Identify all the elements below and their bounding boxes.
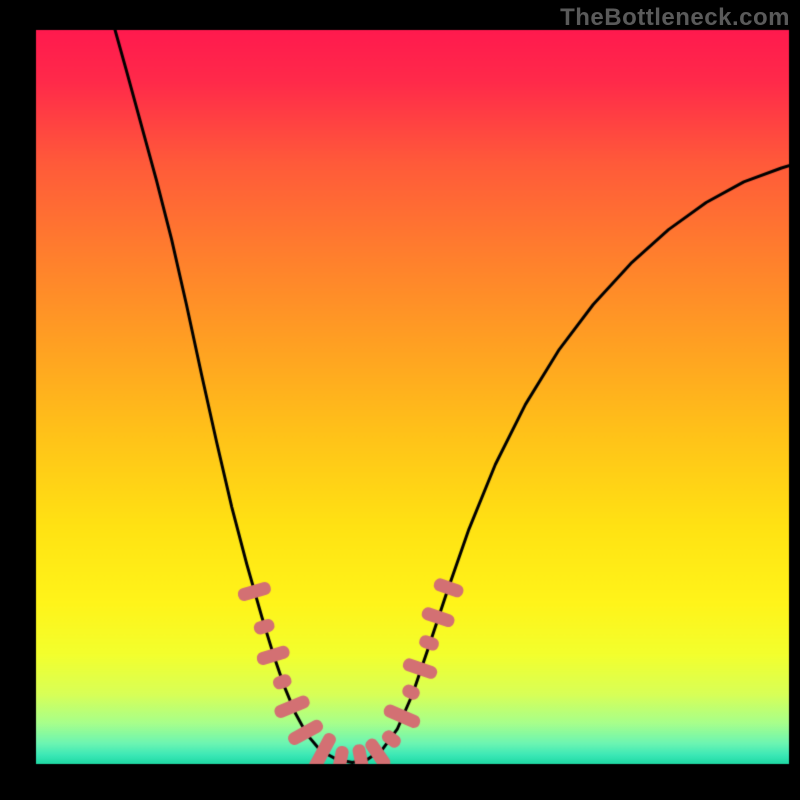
- chart-stage: TheBottleneck.com: [0, 0, 800, 800]
- bottleneck-chart-canvas: [0, 0, 800, 800]
- watermark-label: TheBottleneck.com: [560, 4, 790, 32]
